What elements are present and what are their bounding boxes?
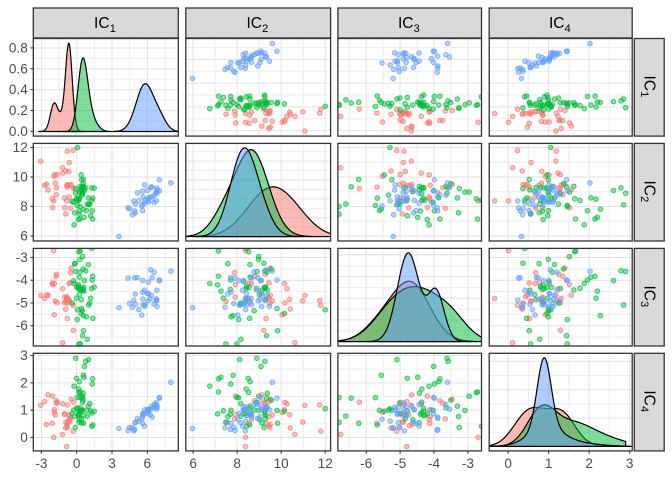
svg-text:1: 1	[545, 456, 553, 471]
svg-text:2: 2	[262, 23, 268, 35]
svg-text:IC: IC	[640, 390, 657, 406]
svg-text:-3: -3	[16, 250, 28, 265]
svg-text:3: 3	[108, 456, 116, 471]
svg-text:12: 12	[318, 456, 333, 471]
svg-text:-5: -5	[16, 295, 28, 310]
svg-text:6: 6	[144, 456, 152, 471]
svg-text:-4: -4	[16, 273, 29, 288]
svg-text:1: 1	[110, 23, 116, 35]
svg-text:0.2: 0.2	[9, 103, 28, 118]
svg-text:IC: IC	[94, 15, 110, 32]
svg-text:-3: -3	[35, 456, 47, 471]
svg-text:-6: -6	[360, 456, 372, 471]
svg-text:0: 0	[504, 456, 512, 471]
svg-text:4: 4	[638, 406, 650, 412]
svg-text:3: 3	[626, 456, 634, 471]
svg-text:IC: IC	[640, 76, 657, 92]
svg-text:-3: -3	[462, 456, 474, 471]
svg-text:2: 2	[20, 375, 28, 390]
svg-text:10: 10	[13, 170, 29, 185]
svg-text:1: 1	[20, 403, 28, 418]
svg-text:4: 4	[565, 23, 571, 35]
svg-text:-6: -6	[16, 318, 28, 333]
svg-text:3: 3	[20, 348, 28, 363]
svg-text:8: 8	[233, 456, 241, 471]
svg-text:-4: -4	[428, 456, 441, 471]
svg-text:IC: IC	[246, 15, 262, 32]
svg-text:0.8: 0.8	[9, 40, 28, 55]
svg-text:IC: IC	[549, 15, 565, 32]
svg-text:1: 1	[638, 91, 650, 97]
svg-text:IC: IC	[640, 285, 657, 301]
svg-text:0: 0	[73, 456, 81, 471]
svg-text:IC: IC	[398, 15, 414, 32]
svg-text:2: 2	[585, 456, 593, 471]
svg-text:-5: -5	[394, 456, 406, 471]
svg-text:0.0: 0.0	[9, 124, 28, 139]
svg-text:IC: IC	[640, 180, 657, 196]
svg-text:8: 8	[20, 199, 28, 214]
svg-text:6: 6	[20, 229, 28, 244]
svg-text:10: 10	[274, 456, 290, 471]
svg-text:0.6: 0.6	[9, 61, 28, 76]
svg-text:12: 12	[13, 140, 28, 155]
svg-text:3: 3	[414, 23, 420, 35]
svg-text:0.4: 0.4	[9, 82, 28, 97]
svg-text:6: 6	[189, 456, 197, 471]
svg-text:3: 3	[638, 301, 650, 307]
svg-text:2: 2	[638, 196, 650, 202]
svg-text:0: 0	[20, 430, 28, 445]
